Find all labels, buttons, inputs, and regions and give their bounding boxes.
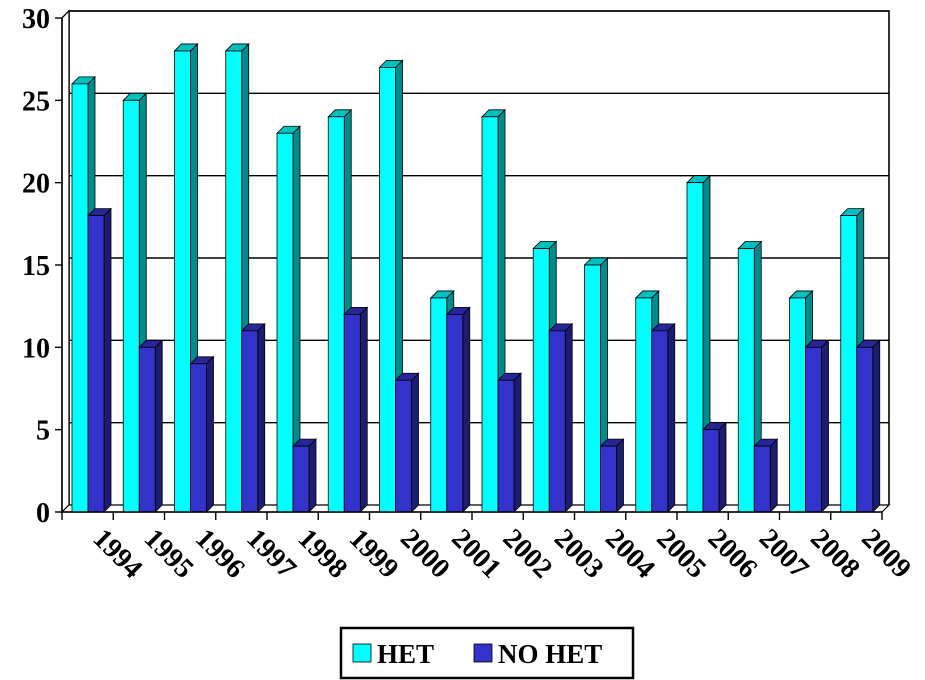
x-tick-label: 1997 [240, 523, 302, 585]
x-tick-label: 2001 [445, 523, 507, 585]
y-tick-label: 10 [22, 333, 50, 364]
x-tick-label: 2003 [548, 523, 610, 585]
bar [804, 339, 830, 513]
gridline [61, 10, 889, 19]
bars [71, 42, 881, 513]
x-tick-labels: 1994199519961997199819992000200120022003… [87, 523, 917, 585]
y-tick-label: 0 [36, 498, 50, 529]
x-tick-label: 1998 [292, 523, 354, 585]
legend: HET NO HET [339, 626, 635, 680]
y-tick-labels: 0 5 10 15 20 25 30 [22, 4, 50, 529]
x-tick-label: 2000 [394, 523, 456, 585]
bar [855, 339, 881, 513]
bar [650, 322, 676, 513]
y-tick-label: 30 [22, 4, 50, 35]
bar [753, 438, 779, 513]
bar [173, 42, 199, 513]
x-tick-label: 2006 [702, 523, 764, 585]
axes [55, 17, 883, 520]
x-tick-label: 1995 [138, 523, 200, 585]
x-tick-label: 1996 [189, 523, 251, 585]
bar [702, 421, 727, 513]
bar [394, 372, 420, 513]
x-tick-label: 1999 [343, 523, 405, 585]
bar [87, 207, 112, 513]
x-tick-label: 2009 [855, 523, 917, 585]
bar [343, 306, 369, 513]
x-tick-label: 2008 [804, 523, 866, 585]
y-tick-label: 25 [22, 86, 50, 117]
y-tick-label: 5 [36, 416, 50, 447]
bar [189, 355, 215, 513]
bar [276, 125, 301, 513]
bar [138, 339, 164, 513]
side-wall [61, 9, 70, 514]
legend-swatch [352, 643, 372, 663]
plot-walls [60, 9, 891, 514]
bar [240, 322, 266, 513]
legend-swatch [473, 643, 493, 663]
bar [292, 438, 317, 513]
x-tick-label: 2004 [599, 523, 661, 585]
bar [599, 438, 625, 513]
bar [497, 372, 522, 513]
x-tick-label: 1994 [87, 523, 149, 585]
bar [548, 322, 574, 513]
x-tick-label: 2007 [753, 523, 815, 585]
x-tick-label: 2005 [650, 523, 712, 585]
y-tick-label: 15 [22, 251, 50, 282]
x-tick-label: 2002 [497, 523, 559, 585]
legend-label: NO HET [498, 639, 602, 669]
bar [445, 306, 471, 513]
y-tick-label: 20 [22, 169, 50, 200]
legend-label: HET [377, 639, 434, 669]
